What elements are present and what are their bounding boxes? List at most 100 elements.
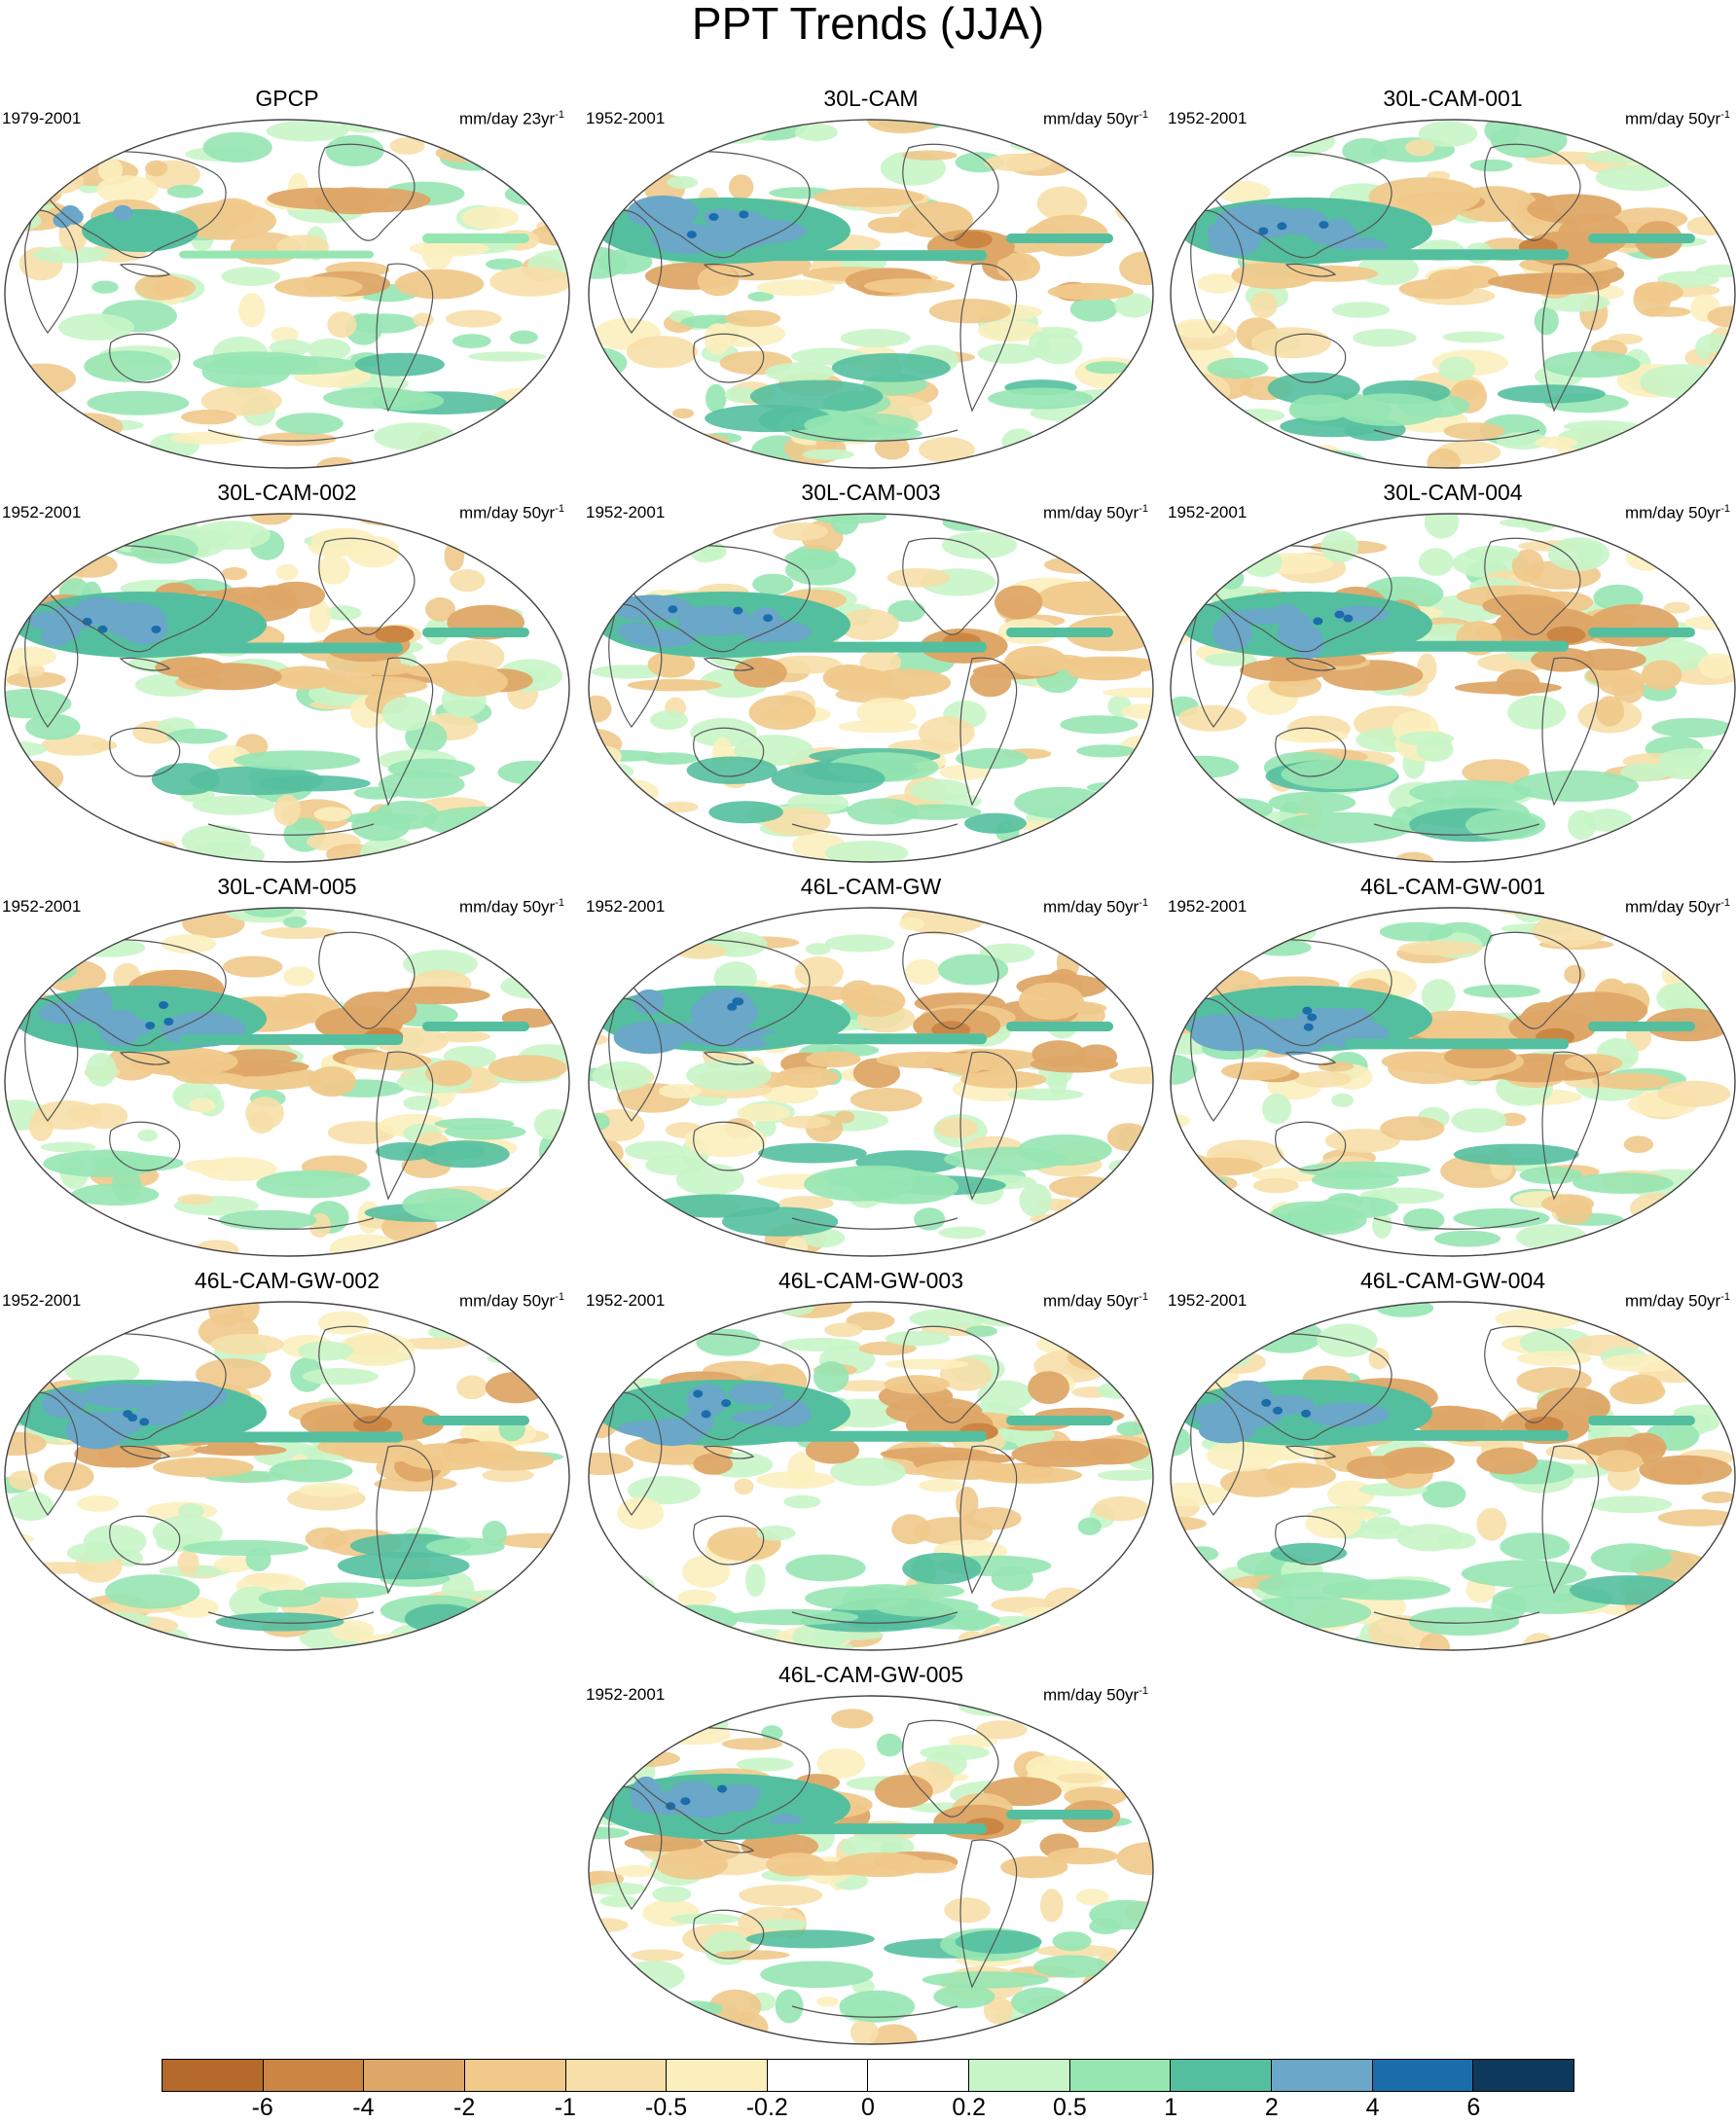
colorbar-box (1272, 2060, 1373, 2091)
anomaly-patch (1546, 626, 1586, 644)
anomaly-patch (5, 1588, 24, 1604)
anomaly-patch (703, 208, 741, 227)
coastline (1373, 1217, 1540, 1230)
anomaly-patch (5, 805, 47, 819)
coastline (119, 263, 171, 277)
coastline (318, 1325, 416, 1423)
units-text: mm/day 50yr (1624, 109, 1721, 128)
coastline (631, 1333, 811, 1441)
anomaly-patch (307, 338, 351, 361)
anomaly-patch (1260, 1307, 1310, 1332)
units-text: mm/day 50yr (1042, 1685, 1139, 1705)
anomaly-patch (456, 908, 514, 927)
anomaly-patch (1255, 1018, 1328, 1056)
map-boundary (588, 119, 1154, 469)
anomaly-patch (1650, 908, 1689, 932)
robinson-map (588, 1301, 1154, 1651)
anomaly-patch (1006, 1022, 1113, 1031)
anomaly-patch (1379, 921, 1454, 942)
anomaly-patch (1453, 1143, 1579, 1166)
robinson-map (4, 513, 570, 863)
anomaly-patch (747, 291, 775, 302)
units-exponent: -1 (1720, 897, 1730, 909)
anomaly-patch (446, 847, 508, 862)
anomaly-patch (1690, 929, 1714, 962)
anomaly-patch (76, 988, 113, 1019)
anomaly-patch (1212, 615, 1252, 651)
anomaly-patch (686, 231, 697, 239)
anomaly-patch (1122, 2022, 1153, 2035)
anomaly-patch (1050, 2019, 1109, 2044)
anomaly-patch (811, 514, 887, 524)
coastline (693, 1909, 765, 1960)
anomaly-patch (813, 187, 924, 207)
anomaly-patch (1031, 1040, 1086, 1068)
anomaly-patch (6, 646, 56, 667)
anomaly-patch (1093, 426, 1114, 461)
anomaly-patch (944, 1146, 1067, 1171)
anomaly-patch (1051, 1244, 1081, 1256)
anomaly-patch (914, 1517, 994, 1546)
anomaly-patch (977, 342, 1040, 364)
anomaly-patch (839, 1990, 916, 2023)
anomaly-patch (661, 801, 699, 812)
anomaly-patch (1212, 843, 1270, 858)
anomaly-patch (82, 832, 106, 852)
anomaly-patch (261, 926, 338, 940)
anomaly-patch (1564, 964, 1586, 985)
panel-title: GPCP (255, 86, 319, 111)
map-panel: 46L-CAM-GW-004 1952-2001 mm/day 50yr-1 (1166, 1268, 1736, 1651)
colorbar-box (1473, 2060, 1573, 2091)
map-boundary (4, 119, 570, 469)
anomaly-patch (1053, 1718, 1106, 1734)
anomaly-patch (374, 422, 456, 451)
anomaly-patch (725, 309, 781, 327)
anomaly-patch (460, 138, 528, 168)
anomaly-patch (1694, 120, 1735, 138)
coastline (47, 545, 227, 653)
anomaly-patch (1103, 802, 1137, 822)
anomaly-patch (213, 1556, 254, 1572)
units-exponent: -1 (1139, 503, 1148, 515)
coastline (207, 1611, 375, 1624)
anomaly-patch (375, 1142, 436, 1161)
anomaly-patch (526, 1331, 569, 1343)
units-text: mm/day 50yr (1042, 109, 1139, 128)
anomaly-patch (549, 381, 569, 414)
map-boundary (4, 513, 570, 863)
coastline (1054, 530, 1106, 561)
anomaly-patch (548, 589, 569, 621)
map-boundary (588, 1695, 1154, 2045)
anomaly-patch (660, 433, 730, 451)
anomaly-patch (1116, 1842, 1153, 1876)
anomaly-patch (1327, 1480, 1375, 1509)
anomaly-patch (452, 334, 491, 348)
anomaly-patch (647, 651, 696, 678)
coastline (109, 1121, 181, 1171)
anomaly-patch (83, 1525, 147, 1559)
anomaly-patch (1018, 982, 1084, 1021)
map-boundary (1170, 907, 1736, 1257)
anomaly-patch (1250, 327, 1331, 359)
colorbar-box (1069, 2060, 1172, 2091)
coastline (703, 1839, 755, 1853)
units-text: mm/day 50yr (1624, 503, 1721, 522)
panel-period: 1952-2001 (586, 503, 666, 522)
anomaly-patch (667, 175, 699, 190)
anomaly-patch (1573, 1172, 1674, 1194)
coastline (791, 429, 958, 442)
anomaly-patch (1686, 120, 1735, 150)
anomaly-patch (62, 910, 129, 944)
anomaly-patch (189, 1097, 216, 1113)
anomaly-patch (486, 258, 523, 270)
anomaly-patch (104, 1574, 200, 1609)
anomaly-patch (1590, 1543, 1672, 1573)
anomaly-patch (1181, 1175, 1228, 1188)
robinson-map (4, 1301, 570, 1651)
anomaly-patch (215, 1612, 344, 1632)
anomaly-patch (637, 2006, 700, 2021)
coastline (693, 333, 765, 383)
map-boundary (588, 1301, 1154, 1651)
anomaly-patch (752, 573, 794, 595)
robinson-map (588, 907, 1154, 1257)
